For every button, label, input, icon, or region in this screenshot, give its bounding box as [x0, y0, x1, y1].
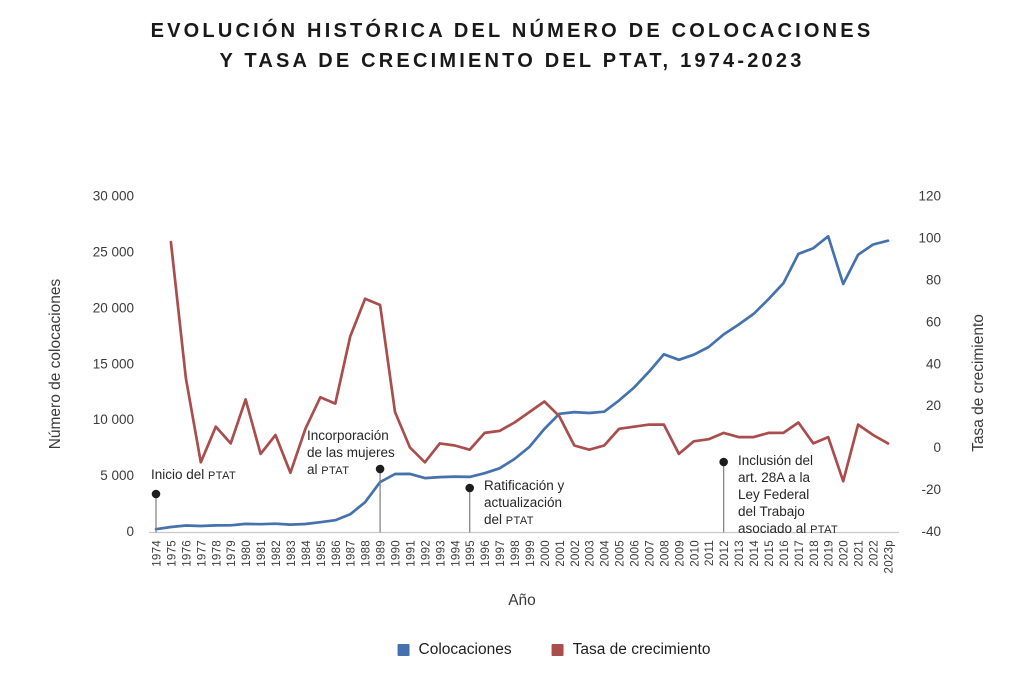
- x-axis-tick: 1979: [226, 540, 238, 567]
- x-axis-tick: 1989: [376, 540, 388, 567]
- x-axis-tick: 1985: [316, 540, 328, 567]
- ptat-acronym: PTAT: [810, 524, 839, 536]
- x-axis-tick: 2012: [719, 540, 731, 567]
- x-axis-tick: 2020: [839, 540, 851, 567]
- right-axis-tick: 60: [926, 314, 941, 329]
- ptat-acronym: PTAT: [321, 465, 350, 477]
- x-axis-tick: 2019: [824, 540, 836, 567]
- legend-label-tasa: Tasa de crecimiento: [572, 641, 711, 658]
- x-axis-tick: 2011: [704, 540, 716, 566]
- legend-label-colocaciones: Colocaciones: [418, 641, 512, 658]
- left-axis-title: Número de colocaciones: [47, 278, 64, 450]
- x-axis-tick: 2013: [734, 540, 746, 567]
- x-axis-tick: 1999: [525, 540, 537, 567]
- x-axis-tick: 1978: [211, 540, 223, 567]
- right-axis-tick: -40: [921, 524, 941, 539]
- colocaciones-line: [154, 234, 890, 531]
- x-axis-tick: 2018: [809, 540, 821, 567]
- x-axis-tick: 2005: [615, 540, 627, 567]
- annotation-dot-2012: [719, 457, 728, 467]
- x-axis-tick: 1976: [181, 540, 193, 567]
- legend: Colocaciones Tasa de crecimiento: [397, 641, 711, 659]
- ptat-acronym: PTAT: [505, 515, 534, 527]
- x-axis-tick: 2022: [869, 540, 881, 567]
- left-axis-tick: 20 000: [93, 300, 134, 315]
- legend-item-tasa: Tasa de crecimiento: [551, 641, 711, 659]
- annotation-1974: Inicio del PTAT: [151, 467, 237, 482]
- right-axis-tick: 40: [926, 356, 941, 371]
- right-axis-tick: 120: [918, 189, 941, 204]
- right-axis-tick: 80: [926, 272, 941, 287]
- x-axis-tick: 2007: [644, 540, 656, 567]
- left-axis-tick: 10 000: [93, 412, 134, 427]
- x-axis-tick: 1991: [405, 540, 417, 567]
- x-axis-tick: 1986: [331, 540, 343, 567]
- x-axis-tick: 1980: [241, 540, 253, 567]
- annotation-1989: Incorporación de las mujeres al PTAT: [307, 428, 395, 477]
- right-axis-tick: 100: [918, 230, 941, 245]
- x-axis-tick: 2023p: [884, 540, 896, 573]
- x-axis-tick: 2000: [540, 540, 552, 567]
- x-axis-title: Año: [508, 592, 536, 609]
- x-axis-tick: 1988: [361, 540, 373, 567]
- x-axis-tick: 2006: [630, 540, 642, 567]
- x-axis-tick: 1983: [286, 540, 298, 567]
- left-axis-tick: 15 000: [93, 356, 134, 371]
- x-axis-tick: 1977: [196, 540, 208, 567]
- annotation-dot-1974: [151, 489, 161, 499]
- tasa-swatch-icon: [551, 644, 564, 656]
- x-axis-tick: 1984: [301, 540, 313, 567]
- chart-title-line1: EVOLUCIÓN HISTÓRICA DEL NÚMERO DE COLOCA…: [150, 20, 874, 42]
- x-axis-tick: 1996: [480, 540, 492, 567]
- annotation-2012: Inclusión del art. 28A a la Ley Federal del…: [738, 453, 839, 536]
- x-axis-tick: 1987: [346, 540, 358, 567]
- x-axis-tick: 1997: [495, 540, 507, 567]
- x-axis-tick: 1981: [256, 540, 268, 567]
- x-axis-tick: 1990: [391, 540, 403, 567]
- right-axis-tick: 0: [933, 440, 941, 455]
- x-axis-tick: 1995: [465, 540, 477, 567]
- x-axis-tick: 1982: [271, 540, 283, 567]
- x-axis-tick: 2004: [600, 540, 612, 567]
- left-axis-tick: 30 000: [93, 189, 134, 204]
- right-axis-tick: 20: [926, 398, 941, 413]
- ptat-acronym: PTAT: [208, 470, 237, 482]
- annotation-dot-1995: [465, 483, 475, 493]
- x-axis-tick: 2016: [779, 540, 791, 567]
- colocaciones-swatch-icon: [397, 644, 410, 656]
- left-axis-tick: 5 000: [100, 468, 134, 483]
- x-axis-tick: 2001: [555, 540, 567, 567]
- x-axis-tick: 1994: [450, 540, 462, 567]
- x-axis-tick: 2014: [749, 540, 761, 567]
- x-axis-tick: 2021: [854, 540, 866, 567]
- right-axis-tick: -20: [921, 482, 941, 497]
- legend-item-colocaciones: Colocaciones: [397, 641, 512, 659]
- annotation-dot-1989: [375, 464, 385, 474]
- x-axis-tick: 1993: [435, 540, 447, 567]
- left-axis-tick: 25 000: [93, 244, 134, 259]
- x-axis-tick: 1992: [420, 540, 432, 567]
- x-axis-tick: 2010: [689, 540, 701, 567]
- x-axis-tick: 1998: [510, 540, 522, 567]
- x-axis-tick: 2008: [659, 540, 671, 567]
- x-axis-tick: 1975: [166, 540, 178, 567]
- x-axis-tick: 2017: [794, 540, 806, 567]
- x-axis-tick: 1974: [152, 540, 164, 567]
- x-axis-tick: 2009: [674, 540, 686, 567]
- chart-title-line2: Y TASA DE CRECIMIENTO DEL PTAT, 1974-202…: [219, 50, 805, 72]
- x-axis-tick: 2003: [585, 540, 597, 567]
- chart-title: EVOLUCIÓN HISTÓRICA DEL NÚMERO DE COLOCA…: [0, 16, 1024, 76]
- x-axis-tick: 2015: [764, 540, 776, 567]
- annotation-1995: Ratificación y actualización del PTAT: [484, 478, 565, 527]
- right-axis-title: Tasa de crecimiento: [970, 314, 987, 452]
- x-axis-tick: 2002: [570, 540, 582, 567]
- left-axis-tick: 0: [126, 524, 134, 539]
- tasa-de-crecimiento-line: [169, 240, 890, 483]
